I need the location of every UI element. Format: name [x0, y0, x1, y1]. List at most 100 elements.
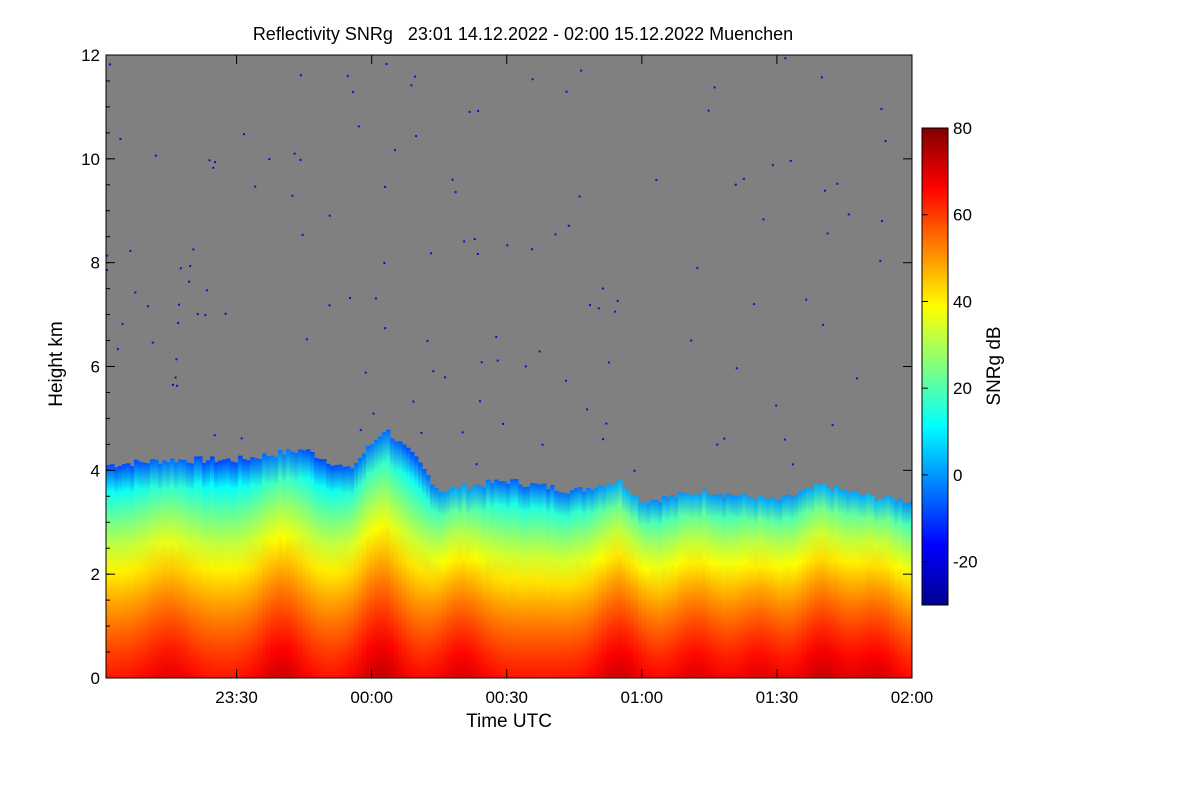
noise-speckle: [502, 422, 505, 425]
heatmap-column: [342, 466, 347, 678]
heatmap-column: [254, 458, 259, 678]
noise-speckle: [789, 159, 792, 162]
heatmap-column: [522, 487, 527, 678]
heatmap-column: [862, 496, 867, 678]
heatmap-column: [662, 496, 667, 678]
noise-speckle: [291, 194, 294, 197]
noise-speckle: [783, 438, 786, 441]
noise-speckle: [735, 367, 738, 370]
y-tick-label: 2: [91, 565, 100, 584]
noise-speckle: [154, 154, 157, 157]
noise-speckle: [384, 185, 387, 188]
heatmap-column: [214, 462, 219, 678]
noise-speckle: [178, 303, 181, 306]
noise-speckle: [538, 350, 541, 353]
heatmap-column: [850, 490, 855, 678]
noise-speckle: [607, 361, 610, 364]
noise-speckle: [633, 469, 636, 472]
heatmap-column: [134, 459, 139, 678]
heatmap-column: [730, 495, 735, 678]
heatmap-column: [126, 463, 131, 678]
noise-speckle: [605, 422, 608, 425]
heatmap-column: [190, 463, 195, 678]
heatmap-column: [222, 459, 227, 678]
heatmap-column: [362, 453, 367, 678]
noise-speckle: [723, 437, 726, 440]
heatmap-column: [310, 452, 315, 678]
heatmap-column: [898, 498, 903, 678]
noise-speckle: [240, 437, 243, 440]
heatmap-column: [110, 464, 115, 678]
noise-speckle: [588, 304, 591, 307]
heatmap-column: [462, 483, 467, 678]
noise-speckle: [243, 133, 246, 136]
colorbar-tick-label: 40: [953, 292, 972, 311]
heatmap-column: [766, 500, 771, 678]
heatmap-column: [270, 455, 275, 678]
heatmap-column: [178, 459, 183, 678]
noise-speckle: [602, 438, 605, 441]
noise-speckle: [495, 336, 498, 339]
x-tick-label: 02:00: [891, 688, 934, 707]
heatmap-column: [734, 496, 739, 678]
heatmap-column: [550, 485, 555, 678]
noise-speckle: [506, 244, 509, 247]
heatmap-column: [558, 492, 563, 678]
heatmap-column: [150, 459, 155, 678]
chart-title: Reflectivity SNRg 23:01 14.12.2022 - 02:…: [253, 24, 793, 44]
noise-speckle: [823, 189, 826, 192]
noise-speckle: [734, 183, 737, 186]
noise-speckle: [580, 69, 583, 72]
heatmap-column: [818, 485, 823, 678]
heatmap-column: [666, 497, 671, 678]
noise-speckle: [881, 219, 884, 222]
heatmap-column: [894, 502, 899, 678]
heatmap-column: [406, 447, 411, 678]
noise-speckle: [384, 327, 387, 330]
heatmap-column: [738, 495, 743, 678]
heatmap-column: [586, 487, 591, 678]
heatmap-column: [350, 468, 355, 678]
heatmap-column: [238, 455, 243, 678]
heatmap-column: [154, 459, 159, 678]
x-axis-label: Time UTC: [466, 711, 552, 732]
x-tick-label: 00:30: [485, 688, 528, 707]
heatmap-column: [826, 487, 831, 678]
heatmap-column: [198, 456, 203, 678]
heatmap-column: [602, 487, 607, 678]
heatmap-column: [710, 494, 715, 678]
heatmap-column: [298, 449, 303, 678]
heatmap-column: [498, 481, 503, 678]
noise-speckle: [468, 110, 471, 113]
noise-speckle: [129, 249, 132, 252]
heatmap-column: [338, 464, 343, 678]
heatmap-column: [514, 479, 519, 678]
heatmap-column: [530, 482, 535, 678]
noise-speckle: [696, 266, 699, 269]
heatmap-column: [574, 488, 579, 678]
colorbar-tick-label: 20: [953, 379, 972, 398]
noise-speckle: [856, 377, 859, 380]
noise-speckles: [106, 57, 887, 472]
heatmap-column: [542, 483, 547, 678]
noise-speckle: [554, 233, 557, 236]
heatmap-column: [786, 494, 791, 678]
heatmap-column: [486, 479, 491, 678]
heatmap-column: [466, 490, 471, 678]
heatmap-column: [630, 496, 635, 678]
noise-speckle: [716, 443, 719, 446]
noise-speckle: [410, 84, 413, 87]
heatmap-column: [886, 494, 891, 678]
heatmap-column: [802, 489, 807, 678]
heatmap-column: [906, 503, 911, 678]
heatmap-column: [258, 459, 263, 678]
heatmap-column: [386, 429, 391, 678]
heatmap-column: [502, 481, 507, 678]
noise-speckle: [775, 404, 778, 407]
heatmap-column: [302, 450, 307, 678]
heatmap-column: [890, 497, 895, 678]
noise-speckle: [478, 400, 481, 403]
heatmap-column: [470, 487, 475, 678]
noise-speckle: [349, 297, 352, 300]
noise-speckle: [268, 158, 271, 161]
